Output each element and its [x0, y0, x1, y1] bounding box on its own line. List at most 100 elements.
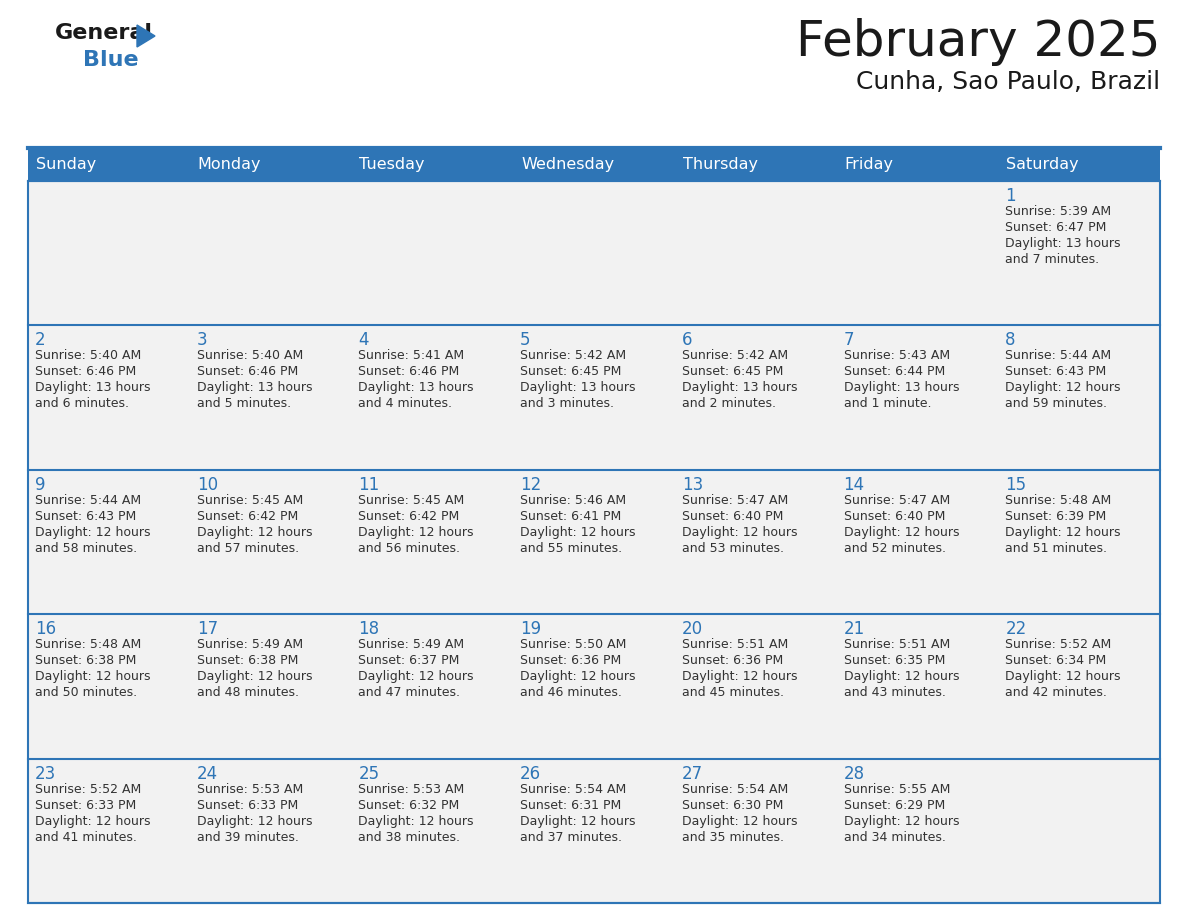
- Text: and 51 minutes.: and 51 minutes.: [1005, 542, 1107, 554]
- Text: Sunset: 6:36 PM: Sunset: 6:36 PM: [682, 655, 783, 667]
- Text: Sunset: 6:46 PM: Sunset: 6:46 PM: [34, 365, 137, 378]
- Text: Daylight: 12 hours: Daylight: 12 hours: [197, 526, 312, 539]
- Text: Sunset: 6:46 PM: Sunset: 6:46 PM: [197, 365, 298, 378]
- Text: Sunset: 6:35 PM: Sunset: 6:35 PM: [843, 655, 944, 667]
- Bar: [190, 758, 352, 903]
- Text: and 59 minutes.: and 59 minutes.: [1005, 397, 1107, 410]
- Text: Sunrise: 5:54 AM: Sunrise: 5:54 AM: [520, 783, 626, 796]
- Text: Daylight: 12 hours: Daylight: 12 hours: [1005, 526, 1120, 539]
- Text: Daylight: 13 hours: Daylight: 13 hours: [843, 381, 959, 395]
- Text: Daylight: 12 hours: Daylight: 12 hours: [197, 814, 312, 828]
- Text: Daylight: 12 hours: Daylight: 12 hours: [197, 670, 312, 683]
- Text: Tuesday: Tuesday: [360, 158, 425, 173]
- Text: and 7 minutes.: and 7 minutes.: [1005, 253, 1099, 266]
- Text: Sunrise: 5:51 AM: Sunrise: 5:51 AM: [682, 638, 788, 651]
- Text: Sunrise: 5:52 AM: Sunrise: 5:52 AM: [1005, 638, 1112, 651]
- Text: and 39 minutes.: and 39 minutes.: [197, 831, 298, 844]
- Text: Daylight: 12 hours: Daylight: 12 hours: [843, 814, 959, 828]
- Bar: [352, 758, 513, 903]
- Bar: [998, 614, 1159, 758]
- Text: Daylight: 12 hours: Daylight: 12 hours: [520, 670, 636, 683]
- Text: Sunrise: 5:42 AM: Sunrise: 5:42 AM: [682, 350, 788, 363]
- Text: 14: 14: [843, 476, 865, 494]
- Text: and 47 minutes.: and 47 minutes.: [359, 686, 461, 700]
- Text: 6: 6: [682, 331, 693, 350]
- Text: Daylight: 13 hours: Daylight: 13 hours: [34, 381, 151, 395]
- Text: Sunrise: 5:44 AM: Sunrise: 5:44 AM: [34, 494, 141, 507]
- Bar: [29, 470, 190, 614]
- Text: and 37 minutes.: and 37 minutes.: [520, 831, 623, 844]
- Bar: [513, 325, 675, 470]
- Text: Sunrise: 5:48 AM: Sunrise: 5:48 AM: [1005, 494, 1112, 507]
- Text: 21: 21: [843, 621, 865, 638]
- Text: 2: 2: [34, 331, 45, 350]
- Text: Sunset: 6:33 PM: Sunset: 6:33 PM: [197, 799, 298, 812]
- Text: Sunrise: 5:53 AM: Sunrise: 5:53 AM: [359, 783, 465, 796]
- Text: Sunrise: 5:55 AM: Sunrise: 5:55 AM: [843, 783, 950, 796]
- Text: Sunset: 6:46 PM: Sunset: 6:46 PM: [359, 365, 460, 378]
- Text: and 34 minutes.: and 34 minutes.: [843, 831, 946, 844]
- Bar: [29, 149, 1159, 181]
- Text: Sunset: 6:34 PM: Sunset: 6:34 PM: [1005, 655, 1106, 667]
- Text: Sunset: 6:44 PM: Sunset: 6:44 PM: [843, 365, 944, 378]
- Text: Cunha, Sao Paulo, Brazil: Cunha, Sao Paulo, Brazil: [855, 70, 1159, 94]
- Text: Sunrise: 5:44 AM: Sunrise: 5:44 AM: [1005, 350, 1112, 363]
- Text: Sunrise: 5:45 AM: Sunrise: 5:45 AM: [197, 494, 303, 507]
- Text: and 58 minutes.: and 58 minutes.: [34, 542, 137, 554]
- Text: Daylight: 12 hours: Daylight: 12 hours: [682, 814, 797, 828]
- Text: Sunset: 6:40 PM: Sunset: 6:40 PM: [843, 509, 944, 522]
- Text: and 35 minutes.: and 35 minutes.: [682, 831, 784, 844]
- Text: and 43 minutes.: and 43 minutes.: [843, 686, 946, 700]
- Text: Sunset: 6:42 PM: Sunset: 6:42 PM: [359, 509, 460, 522]
- Text: 23: 23: [34, 765, 56, 783]
- Text: Sunrise: 5:43 AM: Sunrise: 5:43 AM: [843, 350, 949, 363]
- Bar: [998, 181, 1159, 325]
- Text: 10: 10: [197, 476, 217, 494]
- Text: Daylight: 12 hours: Daylight: 12 hours: [520, 526, 636, 539]
- Text: Daylight: 12 hours: Daylight: 12 hours: [520, 814, 636, 828]
- Text: 16: 16: [34, 621, 56, 638]
- Text: and 56 minutes.: and 56 minutes.: [359, 542, 461, 554]
- Text: and 38 minutes.: and 38 minutes.: [359, 831, 461, 844]
- Bar: [352, 470, 513, 614]
- Text: and 2 minutes.: and 2 minutes.: [682, 397, 776, 410]
- Text: Daylight: 13 hours: Daylight: 13 hours: [359, 381, 474, 395]
- Bar: [675, 470, 836, 614]
- Text: Daylight: 13 hours: Daylight: 13 hours: [682, 381, 797, 395]
- Text: 1: 1: [1005, 187, 1016, 205]
- Text: and 53 minutes.: and 53 minutes.: [682, 542, 784, 554]
- Bar: [513, 614, 675, 758]
- Text: General: General: [55, 23, 153, 43]
- Text: Sunrise: 5:40 AM: Sunrise: 5:40 AM: [34, 350, 141, 363]
- Text: Saturday: Saturday: [1006, 158, 1079, 173]
- Text: Friday: Friday: [845, 158, 893, 173]
- Text: Sunset: 6:43 PM: Sunset: 6:43 PM: [34, 509, 137, 522]
- Bar: [513, 470, 675, 614]
- Text: and 41 minutes.: and 41 minutes.: [34, 831, 137, 844]
- Polygon shape: [137, 25, 154, 47]
- Text: Sunrise: 5:46 AM: Sunrise: 5:46 AM: [520, 494, 626, 507]
- Text: Sunset: 6:38 PM: Sunset: 6:38 PM: [34, 655, 137, 667]
- Text: 9: 9: [34, 476, 45, 494]
- Text: 8: 8: [1005, 331, 1016, 350]
- Text: Sunset: 6:41 PM: Sunset: 6:41 PM: [520, 509, 621, 522]
- Bar: [836, 470, 998, 614]
- Text: Sunset: 6:36 PM: Sunset: 6:36 PM: [520, 655, 621, 667]
- Text: Daylight: 12 hours: Daylight: 12 hours: [1005, 381, 1120, 395]
- Text: Daylight: 13 hours: Daylight: 13 hours: [520, 381, 636, 395]
- Text: and 42 minutes.: and 42 minutes.: [1005, 686, 1107, 700]
- Text: Daylight: 12 hours: Daylight: 12 hours: [34, 526, 151, 539]
- Bar: [836, 758, 998, 903]
- Text: and 55 minutes.: and 55 minutes.: [520, 542, 623, 554]
- Text: and 4 minutes.: and 4 minutes.: [359, 397, 453, 410]
- Bar: [513, 758, 675, 903]
- Bar: [190, 181, 352, 325]
- Bar: [352, 181, 513, 325]
- Text: Thursday: Thursday: [683, 158, 758, 173]
- Text: Sunset: 6:38 PM: Sunset: 6:38 PM: [197, 655, 298, 667]
- Text: Daylight: 12 hours: Daylight: 12 hours: [843, 670, 959, 683]
- Text: Daylight: 12 hours: Daylight: 12 hours: [359, 814, 474, 828]
- Text: 22: 22: [1005, 621, 1026, 638]
- Bar: [352, 614, 513, 758]
- Text: Daylight: 12 hours: Daylight: 12 hours: [34, 670, 151, 683]
